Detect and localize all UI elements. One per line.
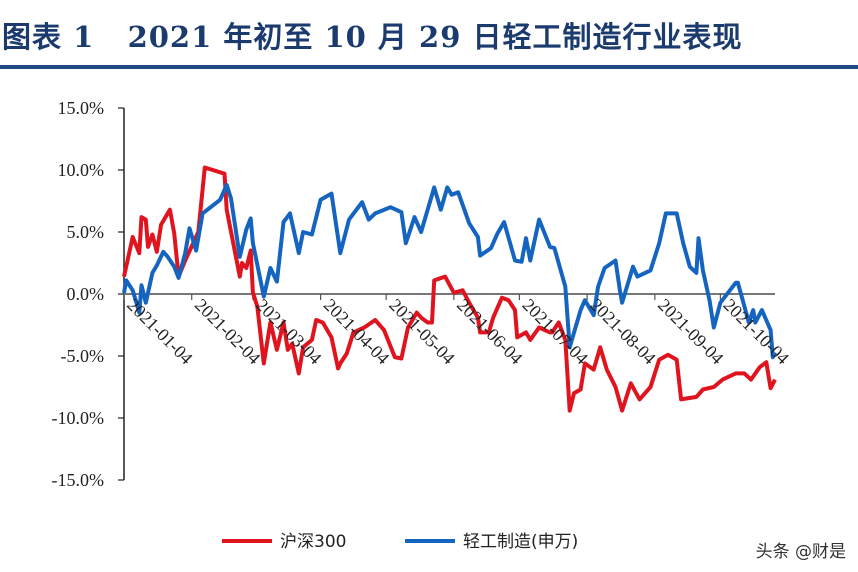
- y-tick-label: 10.0%: [58, 160, 105, 180]
- y-tick-label: 0.0%: [67, 284, 105, 304]
- legend-label-hs300: 沪深300: [280, 532, 346, 552]
- legend: 沪深300 轻工制造(申万): [222, 532, 578, 552]
- y-tick-label: 5.0%: [67, 222, 105, 242]
- y-tick-label: -5.0%: [61, 346, 105, 366]
- x-tick-label: 2021-10-04: [720, 295, 794, 369]
- series-line-light-industry: [122, 182, 777, 360]
- x-tick-label: 2021-02-04: [191, 295, 265, 369]
- y-tick-label: -15.0%: [52, 470, 105, 490]
- x-tick-label: 2021-01-04: [123, 295, 197, 369]
- y-tick-label: 15.0%: [58, 98, 105, 118]
- figure-title: 图表 1 2021 年初至 10 月 29 日轻工制造行业表现: [2, 20, 743, 54]
- x-tick-label: 2021-04-04: [320, 295, 394, 369]
- watermark: 头条 @财是: [755, 542, 846, 562]
- title-divider: [0, 65, 858, 69]
- series-line-hs300: [122, 165, 777, 413]
- legend-label-light-industry: 轻工制造(申万): [463, 532, 578, 552]
- y-tick-label: -10.0%: [52, 408, 105, 428]
